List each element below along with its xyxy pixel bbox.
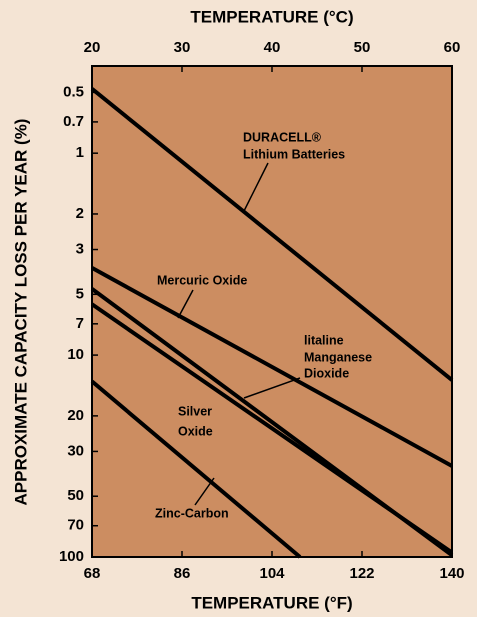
leader-line bbox=[242, 162, 269, 214]
x-tick-label: 104 bbox=[259, 565, 285, 582]
y-tick-label: 20 bbox=[67, 407, 84, 424]
x2-tick-label: 40 bbox=[264, 39, 281, 56]
x2-tick-label: 60 bbox=[444, 39, 461, 56]
leader-line bbox=[177, 289, 194, 319]
y-tick-label: 10 bbox=[67, 346, 84, 363]
y-tick-label: 2 bbox=[76, 205, 84, 222]
x-tick-label: 86 bbox=[174, 565, 191, 582]
y-tick-label: 70 bbox=[67, 517, 84, 534]
annotation: Dioxide bbox=[304, 366, 349, 380]
x-axis-title: TEMPERATURE (°F) bbox=[191, 593, 352, 612]
y-tick-label: 0.5 bbox=[63, 83, 84, 100]
x2-tick-label: 20 bbox=[84, 39, 101, 56]
annotation: Lithium Batteries bbox=[243, 147, 345, 161]
annotation: Mercuric Oxide bbox=[157, 273, 247, 287]
series-line bbox=[90, 379, 302, 559]
y-tick-label: 100 bbox=[59, 548, 84, 565]
y-tick-label: 3 bbox=[76, 240, 84, 257]
x-tick-label: 122 bbox=[349, 565, 374, 582]
y-tick-label: 5 bbox=[76, 285, 84, 302]
x-tick-label: 68 bbox=[84, 565, 101, 582]
y-tick-label: 50 bbox=[67, 487, 84, 504]
y-tick-label: 1 bbox=[76, 144, 84, 161]
y-tick-label: 7 bbox=[76, 315, 84, 332]
series-line bbox=[91, 266, 453, 468]
annotation: Zinc-Carbon bbox=[155, 506, 229, 520]
x2-axis-title: TEMPERATURE (°C) bbox=[190, 7, 353, 26]
annotation: Manganese bbox=[304, 350, 372, 364]
series-line bbox=[90, 87, 454, 382]
series-line bbox=[90, 302, 454, 555]
x2-tick-label: 50 bbox=[354, 39, 371, 56]
annotation: DURACELL® bbox=[243, 130, 322, 144]
annotation: litaline bbox=[304, 333, 344, 347]
x-tick-label: 140 bbox=[439, 565, 464, 582]
leader-line bbox=[243, 377, 301, 399]
leader-lines bbox=[177, 162, 301, 506]
y-axis-title: APPROXIMATE CAPACITY LOSS PER YEAR (%) bbox=[11, 119, 30, 506]
annotation: Silver bbox=[178, 404, 212, 418]
plot-area bbox=[91, 65, 453, 558]
x2-tick-label: 30 bbox=[174, 39, 191, 56]
annotation: Oxide bbox=[178, 424, 213, 438]
y-tick-label: 0.7 bbox=[63, 113, 84, 130]
y-tick-label: 30 bbox=[67, 442, 84, 459]
